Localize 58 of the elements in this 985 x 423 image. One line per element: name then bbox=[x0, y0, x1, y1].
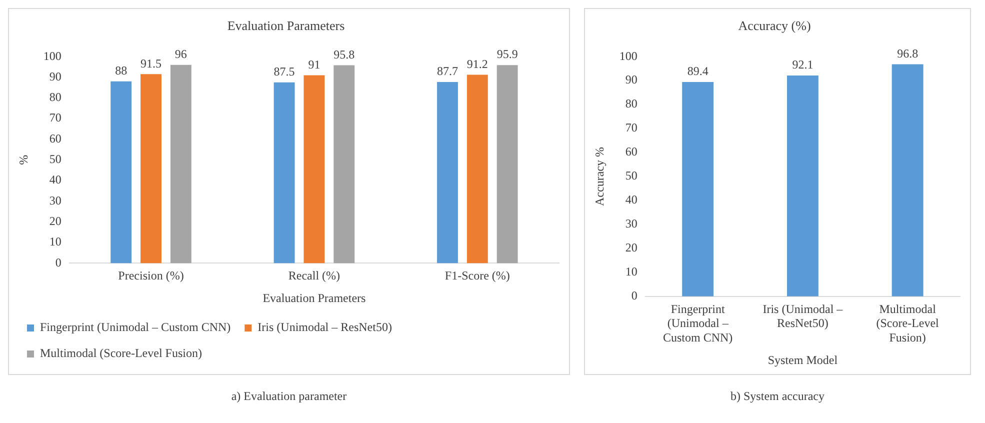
y-tick-label: 50 bbox=[625, 168, 638, 183]
y-tick-label: 30 bbox=[49, 193, 62, 208]
y-axis-title: Accuracy % bbox=[592, 147, 606, 206]
y-tick-label: 70 bbox=[625, 120, 638, 135]
x-tick-label: Iris (Unimodal – ResNet50) bbox=[762, 302, 844, 330]
y-tick-label: 70 bbox=[49, 110, 62, 125]
bar bbox=[466, 74, 488, 264]
data-label: 91 bbox=[308, 57, 320, 72]
y-tick-label: 90 bbox=[49, 69, 62, 84]
y-tick-label: 100 bbox=[619, 48, 638, 63]
bar bbox=[496, 65, 518, 264]
y-tick-label: 10 bbox=[625, 264, 638, 279]
bar bbox=[110, 81, 132, 264]
data-label: 96 bbox=[174, 47, 187, 62]
y-tick-label: 0 bbox=[631, 288, 638, 303]
legend-label: Multimodal (Score-Level Fusion) bbox=[40, 346, 202, 360]
data-label: 91.5 bbox=[140, 56, 162, 70]
y-tick-label: 90 bbox=[625, 72, 638, 87]
data-label: 89.4 bbox=[687, 64, 708, 78]
x-tick-label: Precision (%) bbox=[118, 268, 184, 283]
y-tick-label: 100 bbox=[43, 48, 62, 63]
bar bbox=[304, 75, 325, 264]
bar bbox=[140, 74, 162, 264]
data-label: 95.8 bbox=[334, 47, 355, 62]
bar bbox=[170, 64, 192, 264]
data-label: 91.2 bbox=[466, 56, 488, 71]
bar bbox=[334, 65, 355, 264]
y-tick-label: 40 bbox=[625, 192, 638, 207]
x-tick-label: Fingerprint (Unimodal – Custom CNN) bbox=[662, 302, 733, 345]
bar bbox=[437, 82, 458, 264]
chart-title: Accuracy (%) bbox=[738, 18, 811, 34]
x-tick-label: F1-Score (%) bbox=[444, 268, 510, 283]
y-tick-label: 60 bbox=[49, 131, 62, 146]
x-axis-title: Evaluation Prameters bbox=[262, 290, 366, 305]
data-label: 95.9 bbox=[496, 47, 518, 62]
y-tick-label: 80 bbox=[49, 90, 62, 104]
x-tick-label: Multimodal (Score-Level Fusion) bbox=[876, 302, 940, 345]
data-label: 92.1 bbox=[792, 58, 814, 72]
y-tick-label: 60 bbox=[625, 144, 638, 159]
y-tick-label: 80 bbox=[625, 96, 638, 111]
text: a) Evaluation parameter bbox=[230, 389, 348, 404]
data-label: 87.7 bbox=[436, 64, 458, 78]
y-tick-label: 10 bbox=[49, 234, 62, 249]
chart-title: Evaluation Parameters bbox=[227, 18, 345, 34]
data-label: 88 bbox=[115, 64, 128, 78]
x-tick-label: Recall (%) bbox=[288, 268, 340, 283]
y-axis-title: % bbox=[16, 154, 30, 165]
text: b) System accuracy bbox=[730, 389, 826, 404]
y-tick-label: 50 bbox=[49, 152, 62, 166]
data-label: 96.8 bbox=[897, 46, 918, 60]
y-tick-label: 40 bbox=[49, 172, 62, 187]
y-tick-label: 20 bbox=[625, 240, 638, 255]
data-label: 87.5 bbox=[274, 64, 295, 79]
y-tick-label: 0 bbox=[55, 255, 62, 270]
x-axis-title: System Model bbox=[768, 352, 838, 367]
y-tick-label: 30 bbox=[625, 216, 638, 231]
bar bbox=[274, 82, 295, 264]
y-tick-label: 20 bbox=[49, 214, 62, 228]
